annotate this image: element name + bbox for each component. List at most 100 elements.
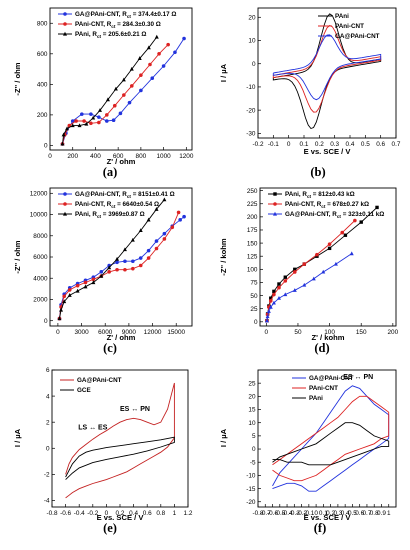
y-tick-label: 0	[46, 445, 50, 452]
data-point	[115, 267, 119, 272]
plot-frame	[49, 7, 193, 151]
data-point	[292, 288, 297, 292]
y-tick-label: 200	[247, 214, 258, 221]
data-point	[122, 93, 126, 97]
y-tick-label: 12000	[30, 191, 48, 198]
data-point	[139, 73, 143, 77]
data-point	[137, 56, 142, 60]
data-point	[327, 242, 332, 246]
x-tick-label: 1	[387, 510, 391, 517]
legend-label-value: = 6640±0.54 Ω	[115, 201, 159, 208]
x-tick-label: -0.4	[74, 510, 85, 517]
x-tick-label: 0.1	[319, 510, 328, 517]
plot-frame	[259, 187, 397, 327]
data-point	[97, 115, 101, 119]
panel-caption: (a)	[103, 165, 118, 179]
data-point	[170, 225, 175, 230]
legend-label-sub: ct	[337, 214, 342, 219]
y-tick-label: 0	[44, 143, 48, 150]
legend-label-sub: ct	[307, 194, 312, 199]
y-tick-label: 100	[247, 267, 258, 274]
data-point	[65, 126, 70, 131]
y-tick-label: 4000	[33, 275, 48, 282]
series-line	[272, 34, 382, 101]
x-tick-label: 0.3	[333, 510, 342, 517]
data-point	[333, 261, 338, 266]
legend-marker	[63, 211, 67, 216]
y-tick-label: -10	[246, 84, 256, 91]
data-point	[166, 42, 170, 47]
data-point	[302, 262, 307, 266]
data-point	[74, 119, 78, 123]
data-point	[129, 66, 134, 71]
data-point	[60, 141, 65, 146]
data-point	[272, 289, 276, 294]
x-tick-label: 0.8	[370, 510, 379, 517]
panel-caption: (c)	[103, 341, 117, 355]
x-tick-label: -0.8	[252, 510, 263, 517]
data-point	[107, 270, 111, 274]
data-point	[154, 34, 159, 39]
series-line	[59, 212, 180, 319]
series-line	[266, 207, 378, 321]
y-tick-label: 0	[252, 446, 256, 453]
x-axis-title: E vs. SCE / V	[97, 513, 145, 522]
data-point	[154, 207, 159, 211]
y-tick-label: 0	[254, 319, 258, 326]
series-line	[272, 395, 390, 482]
x-tick-label: -0.5	[274, 510, 285, 517]
x-tick-label: 0.4	[341, 510, 350, 517]
y-tick-label: -20	[246, 107, 256, 114]
data-point	[105, 97, 110, 102]
x-tick-label: 0.2	[315, 141, 324, 148]
plot-frame	[257, 7, 397, 139]
legend-marker	[273, 211, 277, 216]
legend-label-value: = 678±0.27 kΩ	[325, 201, 369, 208]
legend-label: GA@PAni-CNT	[335, 33, 380, 40]
data-point	[107, 265, 112, 270]
y-tick-label: 225	[247, 201, 258, 208]
y-tick-label: -2	[44, 472, 50, 479]
panel-caption: (e)	[103, 521, 117, 535]
legend-label-value: = 812±0.43 kΩ	[311, 191, 355, 198]
series-line	[266, 220, 356, 321]
y-tick-label: -4	[44, 498, 50, 505]
x-tick-label: 12000	[144, 329, 162, 336]
y-tick-label: 200	[37, 112, 48, 119]
legend-label-value: = 284.3±0.30 Ω	[115, 21, 160, 28]
data-point	[91, 277, 96, 282]
data-point	[105, 119, 109, 123]
legend-label: PAni	[309, 395, 323, 402]
data-point	[268, 299, 273, 303]
data-point	[67, 293, 72, 297]
legend-label-sub: ct	[111, 204, 116, 209]
legend-label: GA@PAni-CNT	[309, 375, 354, 382]
series-line	[62, 38, 185, 145]
data-point	[75, 283, 80, 288]
x-tick-label: 150	[356, 329, 367, 336]
y-tick-label: -5	[250, 459, 256, 466]
data-point	[89, 121, 93, 126]
data-point	[70, 119, 75, 123]
annotation-label: ES ↔ PN	[120, 406, 150, 413]
data-point	[146, 248, 151, 253]
data-point	[146, 217, 151, 222]
legend-label-main: GA@PAni-CNT, R	[75, 191, 127, 198]
x-tick-label: 0.5	[361, 141, 370, 148]
y-tick-label: 0	[44, 318, 48, 325]
legend-label: GA@PAni-CNT, Rct = 323±0.11 kΩ	[285, 211, 384, 219]
data-point	[62, 294, 66, 299]
y-tick-label: 125	[247, 253, 258, 260]
data-point	[91, 280, 96, 285]
x-tick-label: -0.2	[252, 141, 263, 148]
data-point	[127, 100, 132, 105]
y-axis-title: -Z'' / ohm	[13, 62, 22, 95]
data-point	[138, 228, 143, 233]
y-tick-label: 15	[248, 407, 256, 414]
x-tick-label: -0.6	[267, 510, 278, 517]
y-axis-title: I / µA	[219, 63, 228, 82]
data-point	[97, 120, 101, 125]
x-tick-label: -0.4	[282, 510, 293, 517]
x-tick-label: -0.3	[289, 510, 300, 517]
y-tick-label: 6	[46, 367, 50, 374]
